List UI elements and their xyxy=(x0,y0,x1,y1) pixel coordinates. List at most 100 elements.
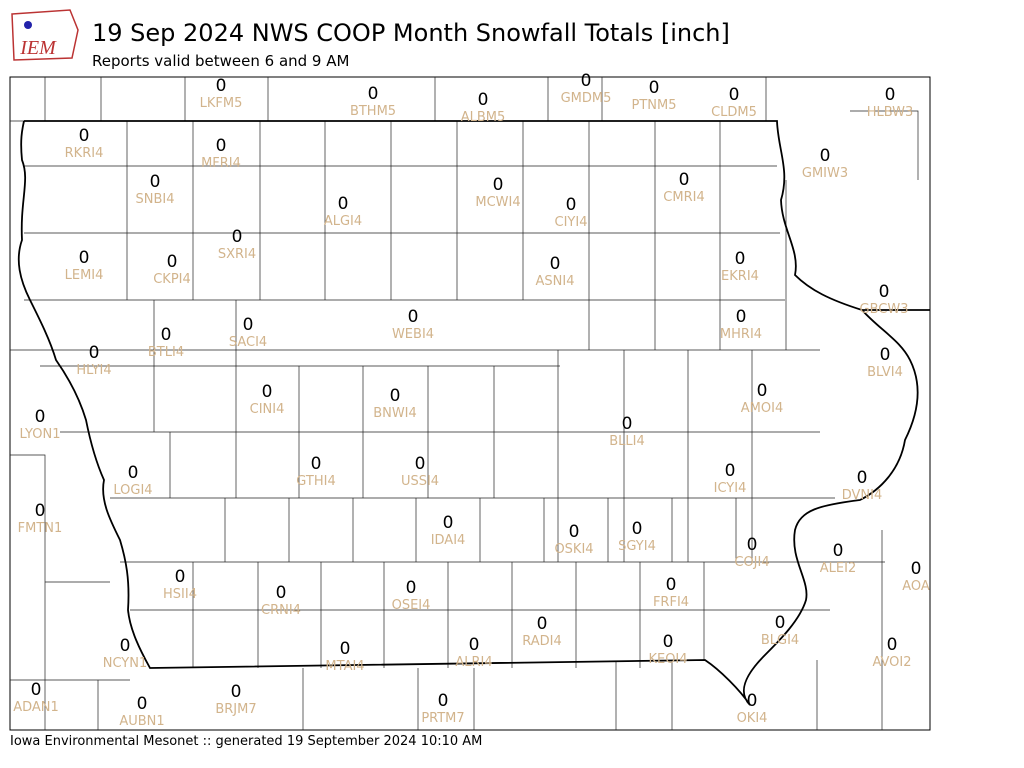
station-id: COJI4 xyxy=(734,555,769,570)
station-value: 0 xyxy=(833,541,844,561)
iowa-border xyxy=(17,120,930,706)
station-id: CMRI4 xyxy=(663,190,704,205)
station-id: BTHM5 xyxy=(350,104,396,119)
station-value: 0 xyxy=(120,636,131,656)
station-value: 0 xyxy=(150,172,161,192)
station-id: SACI4 xyxy=(229,335,267,350)
station-value: 0 xyxy=(820,146,831,166)
station-id: ADAN1 xyxy=(13,700,59,715)
station-id: FMTN1 xyxy=(18,521,63,536)
station-id: CRNI4 xyxy=(261,603,301,618)
subtitle: Reports valid between 6 and 9 AM xyxy=(92,52,349,70)
station-value: 0 xyxy=(666,575,677,595)
station-id: EKRI4 xyxy=(721,269,759,284)
station-value: 0 xyxy=(581,71,592,91)
station-value: 0 xyxy=(35,407,46,427)
station-id: AMOI4 xyxy=(741,401,783,416)
station-id: MTAI4 xyxy=(325,659,364,674)
station-value: 0 xyxy=(216,136,227,156)
station-id: OKI4 xyxy=(737,711,768,726)
station-value: 0 xyxy=(725,461,736,481)
station-value: 0 xyxy=(478,90,489,110)
station-id: WEBI4 xyxy=(392,327,434,342)
station-value: 0 xyxy=(415,454,426,474)
station-id: GTHI4 xyxy=(296,474,335,489)
station-id: LKFM5 xyxy=(200,96,243,111)
station-value: 0 xyxy=(649,78,660,98)
station-id: ALRI4 xyxy=(455,655,492,670)
station-value: 0 xyxy=(338,194,349,214)
station-value: 0 xyxy=(232,227,243,247)
station-id: NCYN1 xyxy=(103,656,148,671)
station-value: 0 xyxy=(408,307,419,327)
station-id: GMDM5 xyxy=(561,91,612,106)
station-value: 0 xyxy=(857,468,868,488)
station-value: 0 xyxy=(569,522,580,542)
station-id: BRJM7 xyxy=(215,702,256,717)
station-value: 0 xyxy=(443,513,454,533)
station-value: 0 xyxy=(880,345,891,365)
station-id: KEOI4 xyxy=(648,652,687,667)
station-value: 0 xyxy=(137,694,148,714)
station-id: CIYI4 xyxy=(555,215,588,230)
station-value: 0 xyxy=(729,85,740,105)
station-id: ALEI2 xyxy=(820,561,856,576)
station-id: AOA xyxy=(902,579,930,594)
station-id: BLGI4 xyxy=(761,633,799,648)
station-id: LEMI4 xyxy=(65,268,104,283)
station-value: 0 xyxy=(79,126,90,146)
station-id: IDAI4 xyxy=(431,533,466,548)
station-id: SXRI4 xyxy=(218,247,256,262)
station-value: 0 xyxy=(663,632,674,652)
station-id: SGYI4 xyxy=(618,539,656,554)
station-id: AVOI2 xyxy=(872,655,911,670)
station-value: 0 xyxy=(390,386,401,406)
station-value: 0 xyxy=(175,567,186,587)
station-id: USSI4 xyxy=(401,474,439,489)
station-value: 0 xyxy=(243,315,254,335)
station-value: 0 xyxy=(276,583,287,603)
station-value: 0 xyxy=(438,691,449,711)
station-id: BTLI4 xyxy=(148,345,184,360)
station-value: 0 xyxy=(406,578,417,598)
station-id: ALGI4 xyxy=(324,214,362,229)
station-id: HLYI4 xyxy=(76,363,111,378)
station-value: 0 xyxy=(911,559,922,579)
county-lines xyxy=(10,77,919,730)
station-id: FRFI4 xyxy=(653,595,689,610)
station-value: 0 xyxy=(735,249,746,269)
station-id: PTNM5 xyxy=(632,98,677,113)
station-id: ALBM5 xyxy=(461,110,506,125)
station-id: ASNI4 xyxy=(536,274,575,289)
station-id: CKPI4 xyxy=(153,272,191,287)
station-id: RADI4 xyxy=(522,634,562,649)
station-id: MCWI4 xyxy=(475,195,520,210)
station-value: 0 xyxy=(550,254,561,274)
station-id: PRTM7 xyxy=(421,711,464,726)
footer: Iowa Environmental Mesonet :: generated … xyxy=(10,734,482,749)
map-frame xyxy=(9,76,931,731)
station-id: ICYI4 xyxy=(714,481,747,496)
station-id: BLVI4 xyxy=(867,365,903,380)
station-id: CLDM5 xyxy=(711,105,757,120)
station-value: 0 xyxy=(31,680,42,700)
station-value: 0 xyxy=(537,614,548,634)
station-value: 0 xyxy=(885,85,896,105)
station-value: 0 xyxy=(747,691,758,711)
station-value: 0 xyxy=(128,463,139,483)
station-value: 0 xyxy=(368,84,379,104)
station-id: OSEI4 xyxy=(392,598,431,613)
station-id: SNBI4 xyxy=(136,192,175,207)
station-value: 0 xyxy=(493,175,504,195)
station-id: HSII4 xyxy=(163,587,197,602)
station-id: LOGI4 xyxy=(113,483,152,498)
station-value: 0 xyxy=(757,381,768,401)
station-id: CINI4 xyxy=(250,402,285,417)
station-id: GMIW3 xyxy=(802,166,848,181)
station-value: 0 xyxy=(262,382,273,402)
station-value: 0 xyxy=(566,195,577,215)
station-value: 0 xyxy=(879,282,890,302)
station-id: DVNI4 xyxy=(842,488,883,503)
